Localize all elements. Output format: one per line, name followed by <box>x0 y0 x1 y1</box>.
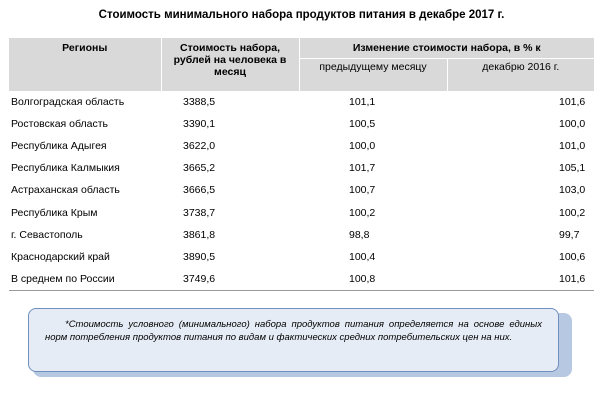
cell-region: Республика Калмыкия <box>9 157 161 180</box>
table-row: Астраханская область 3666,5 100,7 103,0 <box>9 179 594 202</box>
table-row: Республика Адыгея 3622,0 100,0 101,0 <box>9 134 594 158</box>
cell-yoy: 99,7 <box>447 223 594 247</box>
header-dec-2016: декабрю 2016 г. <box>446 58 594 91</box>
cell-region: Ростовская область <box>9 112 161 136</box>
cell-prev: 100,8 <box>299 268 447 291</box>
header-cost: Стоимость набора, рублей на человека в м… <box>160 38 299 91</box>
cell-yoy: 101,6 <box>447 91 594 114</box>
header-change: Изменение стоимости набора, в % к <box>298 38 594 59</box>
header-prev-month: предыдущему месяцу <box>298 58 447 91</box>
cell-cost: 3622,0 <box>161 134 299 158</box>
cell-cost: 3666,5 <box>161 179 299 202</box>
cell-region: Астраханская область <box>9 179 161 202</box>
page-title: Стоимость минимального набора продуктов … <box>98 9 505 21</box>
cell-prev: 100,5 <box>299 112 447 136</box>
cell-cost: 3665,2 <box>161 157 299 180</box>
table-row: Республика Калмыкия 3665,2 101,7 105,1 <box>9 157 594 180</box>
cell-prev: 100,2 <box>299 201 447 225</box>
cell-prev: 101,7 <box>299 157 447 180</box>
cell-prev: 101,1 <box>299 91 447 114</box>
cell-prev: 100,0 <box>299 134 447 158</box>
cell-yoy: 105,1 <box>447 157 594 180</box>
cell-yoy: 101,6 <box>447 268 594 291</box>
table-row: г. Севастополь 3861,8 98,8 99,7 <box>9 223 594 247</box>
cell-cost: 3388,5 <box>161 91 299 114</box>
table-row: Краснодарский край 3890,5 100,4 100,6 <box>9 245 594 269</box>
cell-cost: 3749,6 <box>161 268 299 291</box>
cell-region: г. Севастополь <box>9 223 161 247</box>
cell-cost: 3390,1 <box>161 112 299 136</box>
cell-cost: 3890,5 <box>161 245 299 269</box>
cell-prev: 100,7 <box>299 179 447 202</box>
cell-region: В среднем по России <box>9 268 161 291</box>
table-body: Волгоградская область 3388,5 101,1 101,6 Рос… <box>9 91 594 291</box>
table-row: Ростовская область 3390,1 100,5 100,0 <box>9 112 594 136</box>
cell-region: Краснодарский край <box>9 245 161 269</box>
food-basket-cost-table: Регионы Стоимость набора, рублей на чело… <box>9 38 594 291</box>
cell-cost: 3861,8 <box>161 223 299 247</box>
cell-yoy: 103,0 <box>447 179 594 202</box>
cell-region: Волгоградская область <box>9 91 161 114</box>
footnote-box: *Стоимость условного (минимального) набо… <box>28 308 559 372</box>
cell-yoy: 100,2 <box>447 201 594 225</box>
table-row: Республика Крым 3738,7 100,2 100,2 <box>9 201 594 225</box>
cell-cost: 3738,7 <box>161 201 299 225</box>
cell-prev: 98,8 <box>299 223 447 247</box>
cell-region: Республика Адыгея <box>9 134 161 158</box>
table-row: В среднем по России 3749,6 100,8 101,6 <box>9 268 594 291</box>
cell-yoy: 100,0 <box>447 112 594 136</box>
cell-region: Республика Крым <box>9 201 161 225</box>
header-region: Регионы <box>9 38 161 91</box>
cell-prev: 100,4 <box>299 245 447 269</box>
cell-yoy: 100,6 <box>447 245 594 269</box>
table-row: Волгоградская область 3388,5 101,1 101,6 <box>9 91 594 114</box>
cell-yoy: 101,0 <box>447 134 594 158</box>
